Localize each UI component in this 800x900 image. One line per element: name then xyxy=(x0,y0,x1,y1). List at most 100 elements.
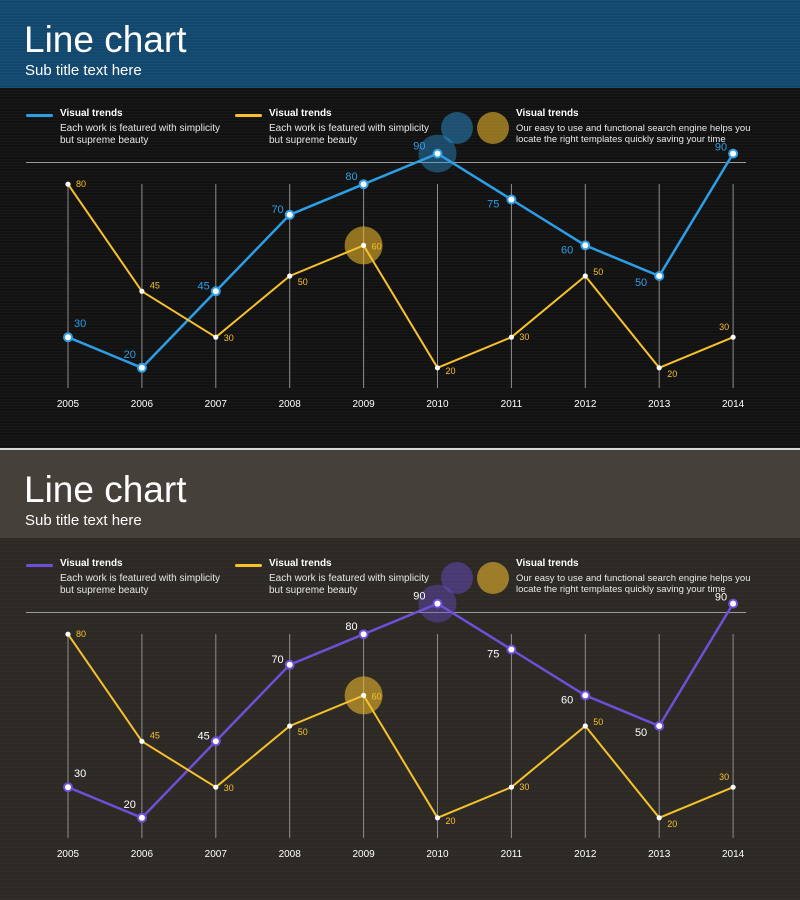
x-tick-label: 2012 xyxy=(574,849,597,860)
series-2-point xyxy=(730,784,736,790)
legend-label: Visual trends xyxy=(516,108,579,119)
x-tick-label: 2007 xyxy=(205,399,228,410)
chart-subtitle: Sub title text here xyxy=(25,512,142,529)
series-1-point xyxy=(654,271,665,281)
legend-description: Each work is featured with simplicity bu… xyxy=(60,573,221,596)
x-tick-label: 2012 xyxy=(574,399,597,410)
chart-panel-purple: Line chart Sub title text here Visual tr… xyxy=(0,450,800,900)
x-tick-label: 2006 xyxy=(131,849,154,860)
x-tick-label: 2010 xyxy=(426,399,449,410)
series-2-point xyxy=(582,723,588,729)
series-1-point xyxy=(654,721,665,731)
series-2-point xyxy=(582,273,588,279)
series-2-data-label: 30 xyxy=(224,783,234,793)
series-1-point xyxy=(580,690,591,701)
x-tick-label: 2013 xyxy=(648,399,671,410)
legend-line-series-2 xyxy=(235,114,262,117)
chart-title: Line chart xyxy=(24,469,187,510)
series-2-line xyxy=(67,183,734,369)
series-1-point xyxy=(284,209,295,220)
series-1-data-label: 20 xyxy=(124,799,136,811)
x-tick-label: 2008 xyxy=(279,399,302,410)
x-tick-label: 2008 xyxy=(279,849,302,860)
series-1-point xyxy=(358,179,369,190)
chart-header: Line chart Sub title text here xyxy=(0,0,800,88)
series-2-point xyxy=(139,738,145,744)
series-1-data-label: 30 xyxy=(74,318,86,330)
series-1-point xyxy=(358,629,369,640)
series-1-data-label: 90 xyxy=(413,141,425,153)
series-2-data-label: 50 xyxy=(593,717,603,727)
x-tick-label: 2010 xyxy=(426,849,449,860)
chart-panel-blue: Line chart Sub title text here Visual tr… xyxy=(0,0,800,448)
chart-header: Line chart Sub title text here xyxy=(0,450,800,538)
legend-description: Our easy to use and functional search en… xyxy=(516,573,751,595)
legend-label: Visual trends xyxy=(60,558,123,569)
x-tick-label: 2009 xyxy=(352,849,375,860)
series-1-data-label: 90 xyxy=(413,591,425,603)
series-1-point xyxy=(136,362,147,373)
series-1-data-label: 80 xyxy=(345,621,357,633)
series-1-point xyxy=(506,644,517,655)
series-2-data-label: 50 xyxy=(593,267,603,277)
series-1-point xyxy=(210,736,221,747)
series-1-data-label: 70 xyxy=(271,654,283,666)
series-2-point xyxy=(65,631,71,637)
series-2-point xyxy=(656,365,662,371)
series-1-data-label: 90 xyxy=(715,142,727,154)
series-2-data-label: 60 xyxy=(372,241,382,251)
x-tick-label: 2006 xyxy=(131,399,154,410)
series-2-point xyxy=(287,273,293,279)
series-1-data-label: 75 xyxy=(487,649,499,661)
series-2-point xyxy=(434,815,441,821)
series-2-data-label: 80 xyxy=(76,629,86,639)
series-2-data-label: 45 xyxy=(150,280,160,290)
series-2-point xyxy=(65,181,71,187)
legend-description: Each work is featured with simplicity bu… xyxy=(269,123,430,146)
series-1-data-label: 60 xyxy=(561,244,573,256)
x-tick-label: 2011 xyxy=(501,849,523,860)
series-1-point xyxy=(580,240,591,251)
series-1-point xyxy=(284,659,295,670)
legend-label: Visual trends xyxy=(269,558,332,569)
x-tick-label: 2005 xyxy=(57,399,80,410)
series-1-point xyxy=(432,148,443,159)
series-2-point xyxy=(508,334,514,340)
x-tick-label: 2007 xyxy=(205,849,228,860)
divider xyxy=(26,612,746,613)
series-2-data-label: 30 xyxy=(719,322,729,332)
chart-subtitle: Sub title text here xyxy=(25,62,142,79)
series-1-point xyxy=(63,782,73,793)
series-1-point xyxy=(728,148,739,159)
series-2-point xyxy=(361,692,367,698)
series-2-point xyxy=(730,334,736,340)
series-1-data-label: 50 xyxy=(635,277,647,289)
series-2-data-label: 50 xyxy=(298,277,308,287)
series-1-line xyxy=(67,602,735,820)
series-2-data-label: 80 xyxy=(76,179,86,189)
legend-circle-series-1 xyxy=(441,112,473,144)
legend-line-series-1 xyxy=(26,564,53,567)
series-1-data-label: 50 xyxy=(635,727,647,739)
series-2-point xyxy=(361,242,367,248)
x-tick-label: 2013 xyxy=(648,849,671,860)
series-2-data-label: 45 xyxy=(150,730,160,740)
series-2-data-label: 20 xyxy=(667,819,677,829)
series-2-data-label: 30 xyxy=(519,332,529,342)
series-2-point xyxy=(508,784,514,790)
series-1-line xyxy=(67,152,735,370)
legend-circle-series-2 xyxy=(477,562,509,594)
divider xyxy=(26,162,746,163)
series-1-point xyxy=(210,286,221,297)
legend-label: Visual trends xyxy=(269,108,332,119)
line-chart-plot: 2005 2006 2007 2008 2009 2010 2011 2012 2013 2014… xyxy=(57,584,745,860)
series-1-data-label: 60 xyxy=(561,694,573,706)
legend-line-series-2 xyxy=(235,564,262,567)
series-2-point xyxy=(213,784,219,790)
x-tick-label: 2014 xyxy=(722,399,745,410)
x-tick-label: 2009 xyxy=(352,399,375,410)
series-1-data-label: 80 xyxy=(345,171,357,183)
series-1-point xyxy=(728,598,739,609)
legend-description: Each work is featured with simplicity bu… xyxy=(269,573,430,596)
chart-title: Line chart xyxy=(24,19,187,60)
